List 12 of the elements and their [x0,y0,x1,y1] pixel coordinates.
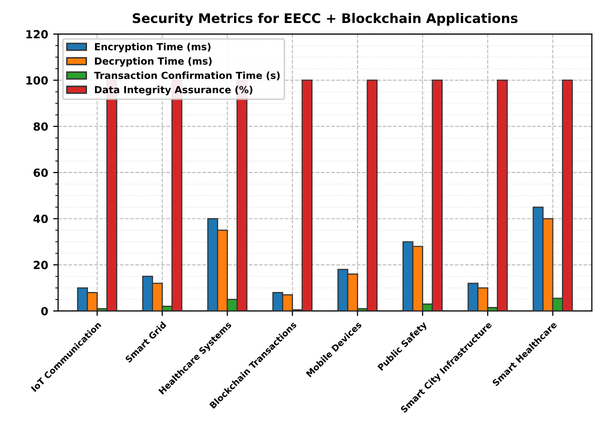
y-tick-label: 40 [33,214,48,224]
legend-label: Transaction Confirmation Time (s) [94,72,280,80]
y-tick-label: 100 [26,76,48,85]
y-tick-label: 60 [34,168,48,177]
y-tick-label: 120 [26,30,48,38]
y-tick-label: 80 [34,122,48,131]
y-tick-label: 20 [34,260,48,270]
legend-label: Encryption Time (ms) [94,42,211,52]
legend-label: Decryption Time (ms) [94,57,212,67]
chart-title: Security Metrics for EECC + Blockchain Applications [132,12,518,26]
legend-label: Data Integrity Assurance (%) [94,86,252,96]
y-tick-label: 0 [41,306,48,316]
